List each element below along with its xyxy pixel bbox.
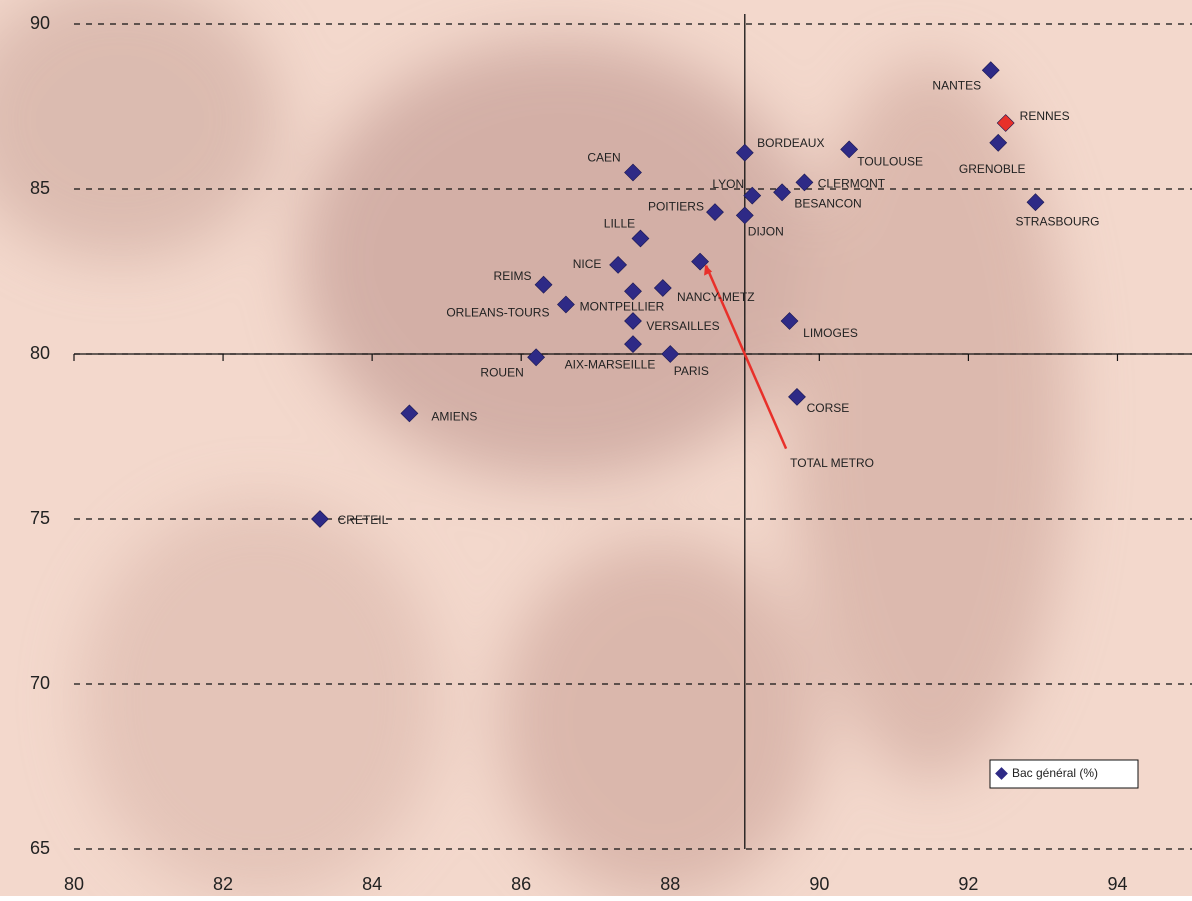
point xyxy=(624,312,642,330)
point xyxy=(631,229,650,248)
point xyxy=(653,279,672,297)
point-label: STRASBOURG xyxy=(1015,214,1099,228)
point-label: POITIERS xyxy=(648,199,704,213)
legend-box xyxy=(989,759,1139,789)
point xyxy=(1026,193,1045,212)
point-label: TOULOUSE xyxy=(857,155,923,169)
point xyxy=(840,140,859,159)
point-label: ROUEN xyxy=(480,365,523,379)
point-label: GRENOBLE xyxy=(959,162,1026,176)
point-label: REIMS xyxy=(494,269,532,283)
point-label: VERSAILLES xyxy=(646,319,719,333)
point xyxy=(624,335,642,354)
x-tick-label: 86 xyxy=(511,874,531,894)
point-label: CORSE xyxy=(807,401,850,415)
x-tick-label: 84 xyxy=(362,874,382,894)
point xyxy=(981,61,1000,80)
point xyxy=(735,206,754,225)
y-tick-label: 75 xyxy=(30,508,50,528)
arrow-head xyxy=(704,264,713,276)
y-tick-label: 90 xyxy=(30,13,50,33)
point-label: MONTPELLIER xyxy=(580,299,665,313)
background-photo xyxy=(0,0,1070,900)
point xyxy=(534,275,553,294)
point xyxy=(996,114,1015,132)
point-label: LIMOGES xyxy=(803,326,858,340)
point-label: TOTAL METRO xyxy=(790,456,874,470)
y-tick-label: 85 xyxy=(30,178,50,198)
point-label: CLERMONT xyxy=(818,177,886,191)
point-label: AMIENS xyxy=(431,410,477,424)
point xyxy=(624,163,642,182)
point-label: PARIS xyxy=(674,364,709,378)
point xyxy=(527,348,546,367)
point xyxy=(624,282,642,301)
point xyxy=(661,345,680,363)
point xyxy=(609,255,628,274)
point-label: AIX-MARSEILLE xyxy=(565,357,656,371)
point-label: NANCY-METZ xyxy=(677,290,755,304)
point-label: NICE xyxy=(573,257,602,271)
x-tick-label: 80 xyxy=(64,874,84,894)
point xyxy=(557,295,575,314)
y-tick-label: 70 xyxy=(30,673,50,693)
x-tick-label: 88 xyxy=(660,874,680,894)
point xyxy=(743,186,762,205)
x-tick-label: 90 xyxy=(809,874,829,894)
point xyxy=(311,510,329,528)
point xyxy=(773,183,791,202)
point-label: BESANCON xyxy=(794,196,861,210)
annotation-arrow xyxy=(704,265,788,450)
point-label: LILLE xyxy=(604,217,635,231)
x-tick-label: 82 xyxy=(213,874,233,894)
point xyxy=(691,252,709,271)
point xyxy=(400,404,419,423)
point-label: RENNES xyxy=(1020,109,1070,123)
point xyxy=(735,143,754,162)
point xyxy=(795,173,814,192)
point xyxy=(780,312,799,330)
y-tick-label: 80 xyxy=(30,343,50,363)
point xyxy=(788,387,806,406)
point-label: CAEN xyxy=(587,151,620,165)
legend-label: Bac général (%) xyxy=(1012,766,1098,780)
x-tick-label: 92 xyxy=(958,874,978,894)
point-label: NANTES xyxy=(932,78,981,92)
point-label: BORDEAUX xyxy=(757,136,824,150)
y-tick-label: 65 xyxy=(30,838,50,858)
point xyxy=(989,133,1008,152)
point xyxy=(706,203,724,222)
point-label: ORLEANS-TOURS xyxy=(446,306,549,320)
point-label: CRETEIL xyxy=(338,513,389,527)
point-label: DIJON xyxy=(748,225,784,239)
x-tick-label: 94 xyxy=(1107,874,1127,894)
point-label: LYON xyxy=(712,177,744,191)
